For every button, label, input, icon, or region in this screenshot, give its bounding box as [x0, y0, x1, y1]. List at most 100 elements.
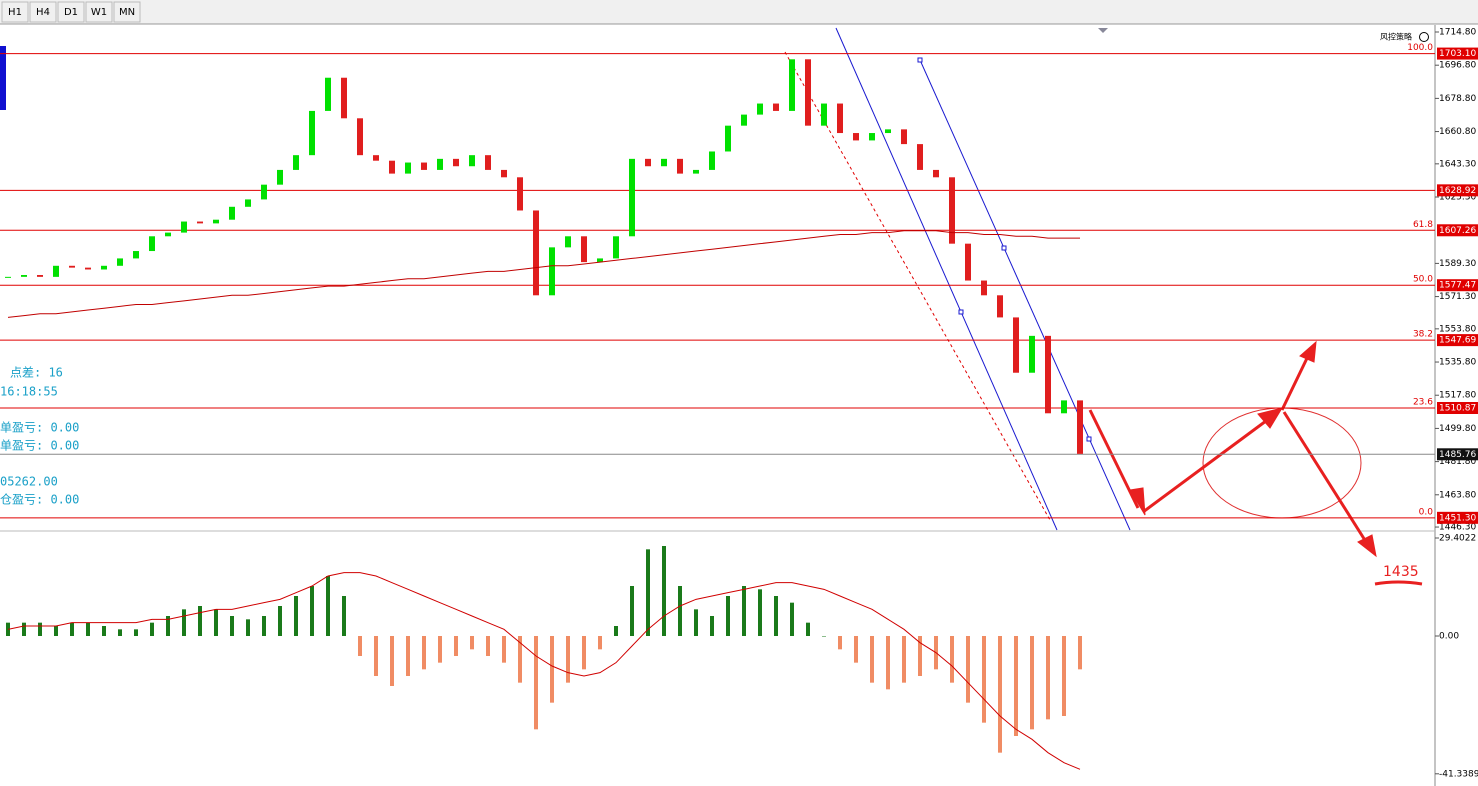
info-text: 16:18:55	[0, 385, 58, 399]
price-tag-label: 1628.92	[1439, 186, 1476, 196]
y-tick-label: 1643.30	[1439, 159, 1476, 169]
candle	[149, 236, 155, 252]
macd-bar	[758, 589, 762, 636]
macd-bar	[294, 596, 298, 636]
candle	[517, 177, 523, 211]
candle	[69, 265, 75, 268]
price-tag-label: 1703.10	[1439, 49, 1476, 59]
macd-bar	[214, 609, 218, 636]
candle	[725, 125, 731, 152]
candle	[277, 169, 283, 185]
y-tick-label: 1481.80	[1439, 457, 1476, 467]
macd-bar	[166, 616, 170, 636]
macd-bar	[982, 636, 986, 723]
candle	[373, 155, 379, 161]
fib-level-label: 100.0	[1407, 43, 1433, 53]
tab[interactable]	[85, 1, 113, 23]
candle	[53, 265, 59, 277]
tab-label[interactable]: H4	[36, 7, 50, 18]
macd-bar	[230, 616, 234, 636]
macd-bar	[374, 636, 378, 676]
y-tick-label: 1571.30	[1439, 292, 1476, 302]
candle	[1013, 317, 1019, 373]
candle	[405, 162, 411, 174]
candle	[1061, 400, 1067, 414]
tab[interactable]	[57, 1, 85, 23]
candle	[597, 258, 603, 263]
candle	[101, 265, 107, 270]
macd-bar	[726, 596, 730, 636]
info-text: 仓盈亏: 0.00	[0, 493, 79, 507]
macd-bar	[886, 636, 890, 690]
badge: 风控策略	[1380, 32, 1412, 42]
price-tag-label: 1577.47	[1439, 281, 1476, 291]
price-tag-label: 1485.76	[1439, 450, 1476, 460]
macd-bar	[134, 629, 138, 636]
candle	[325, 77, 331, 111]
macd-bar	[518, 636, 522, 683]
candle	[885, 129, 891, 134]
tab-label[interactable]: MN	[119, 7, 135, 18]
candle	[997, 295, 1003, 318]
price-tag	[1437, 448, 1478, 461]
fib-level-label: 23.6	[1413, 397, 1433, 407]
candle	[757, 103, 763, 115]
tab-label[interactable]: H1	[8, 7, 22, 18]
tab[interactable]	[29, 1, 57, 23]
macd-bar	[406, 636, 410, 676]
macd-bar	[598, 636, 602, 650]
macd-bar	[6, 622, 10, 636]
tab-label[interactable]: W1	[91, 7, 107, 18]
tab-label[interactable]: D1	[64, 7, 78, 18]
tab[interactable]	[113, 1, 141, 23]
candle	[677, 158, 683, 174]
shift-marker	[1098, 28, 1108, 33]
candle	[85, 267, 91, 270]
price-tag-label: 1547.69	[1439, 336, 1476, 346]
moving-average	[7, 230, 1080, 318]
macd-bar	[470, 636, 474, 650]
macd-bar	[614, 626, 618, 636]
channel-line	[835, 27, 1058, 531]
annotation: 1435	[1383, 564, 1419, 580]
macd-bar	[1014, 636, 1018, 736]
candle	[741, 114, 747, 126]
candle	[37, 275, 43, 277]
price-tag-label: 1607.26	[1439, 226, 1476, 236]
candle	[5, 276, 11, 278]
candle	[133, 251, 139, 259]
candle	[1029, 335, 1035, 373]
y-tick-label: 1660.80	[1439, 127, 1476, 137]
macd-bar	[278, 606, 282, 636]
macd-bar	[662, 546, 666, 636]
macd-bar	[502, 636, 506, 663]
y-tick-label: 1714.80	[1439, 28, 1476, 38]
macd-bar	[902, 636, 906, 683]
candle	[949, 177, 955, 244]
macd-bar	[534, 636, 538, 730]
fib-level-label: 0.0	[1419, 507, 1434, 517]
price-tag	[1437, 184, 1478, 197]
macd-bar	[198, 606, 202, 636]
macd-bar	[102, 626, 106, 636]
candle	[21, 275, 27, 277]
candle	[693, 169, 699, 174]
handle	[1086, 436, 1092, 442]
y-tick-label: 1499.80	[1439, 424, 1476, 434]
candle	[357, 118, 363, 156]
macd-bar	[182, 609, 186, 636]
macd-bar	[774, 596, 778, 636]
candle	[421, 162, 427, 170]
candle	[965, 243, 971, 281]
macd-bar	[326, 576, 330, 636]
candle	[613, 236, 619, 259]
macd-bar	[150, 622, 154, 636]
info-text: 点差: 16	[10, 366, 63, 380]
candle	[773, 103, 779, 111]
macd-bar	[806, 622, 810, 636]
candle	[533, 210, 539, 296]
info-text: 单盈亏: 0.00	[0, 421, 79, 435]
side-indicator	[0, 46, 6, 110]
tab[interactable]	[1, 1, 29, 23]
candle	[485, 155, 491, 170]
